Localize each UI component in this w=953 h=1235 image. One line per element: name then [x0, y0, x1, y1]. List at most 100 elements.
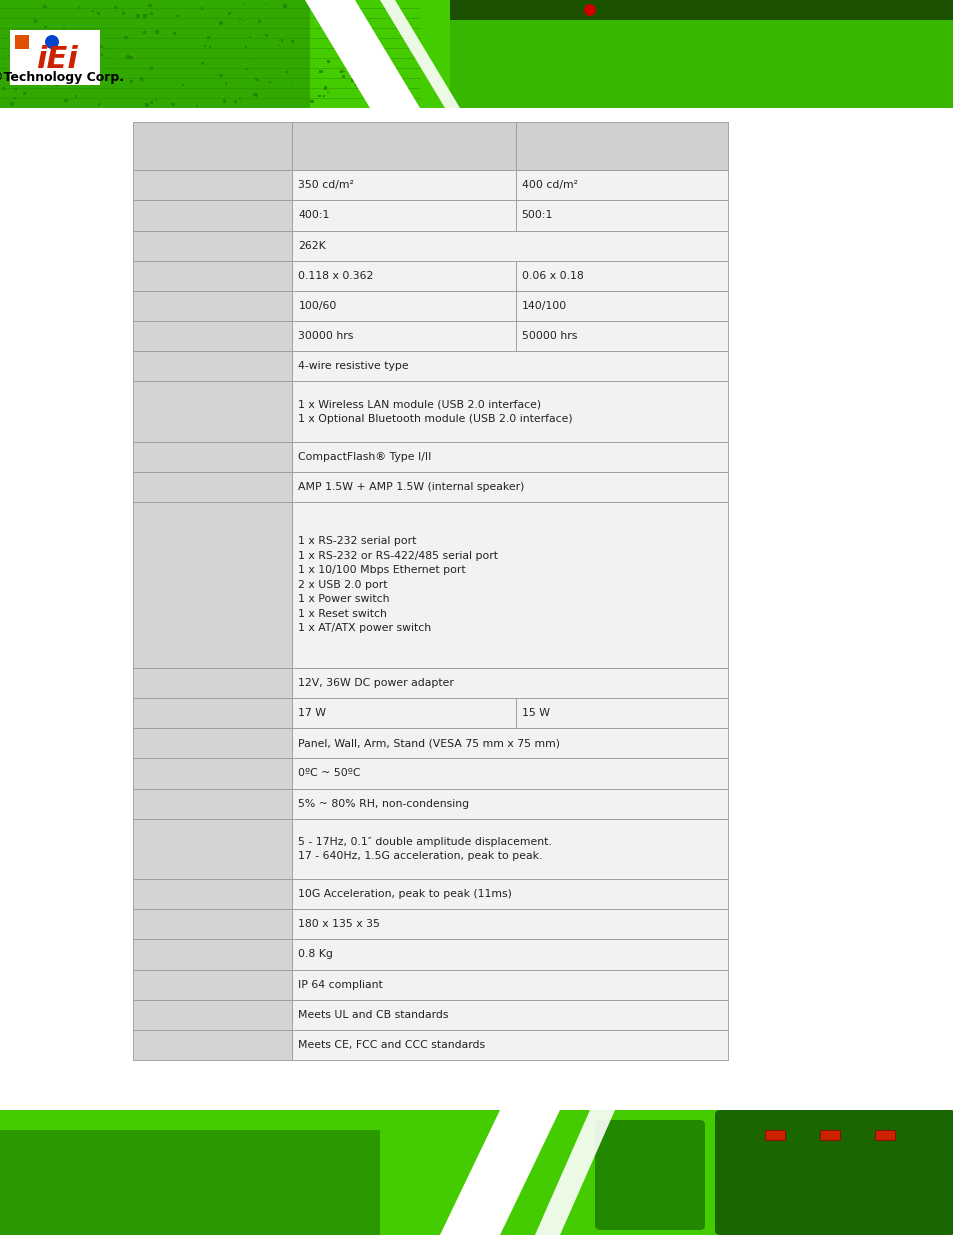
- Text: 1 x Wireless LAN module (USB 2.0 interface): 1 x Wireless LAN module (USB 2.0 interfa…: [298, 399, 541, 409]
- Bar: [278, 44, 280, 47]
- Text: AMP 1.5W + AMP 1.5W (internal speaker): AMP 1.5W + AMP 1.5W (internal speaker): [298, 482, 524, 492]
- Bar: [150, 12, 153, 15]
- Bar: [176, 15, 178, 17]
- Bar: [293, 879, 727, 909]
- Bar: [341, 32, 343, 35]
- Bar: [253, 93, 256, 96]
- Bar: [254, 78, 258, 82]
- Bar: [70, 47, 71, 49]
- Bar: [150, 67, 152, 70]
- Bar: [132, 758, 293, 789]
- Bar: [0, 1060, 953, 1235]
- Text: 400:1: 400:1: [298, 210, 330, 221]
- Bar: [132, 819, 293, 879]
- Text: 1 x RS-232 serial port: 1 x RS-232 serial port: [298, 536, 416, 546]
- Bar: [15, 88, 17, 90]
- Bar: [515, 122, 727, 170]
- Bar: [132, 1030, 293, 1060]
- Bar: [114, 63, 116, 65]
- Bar: [450, 0, 953, 20]
- Bar: [246, 68, 248, 69]
- Bar: [209, 47, 211, 48]
- Text: 1 x RS-232 or RS-422/485 serial port: 1 x RS-232 or RS-422/485 serial port: [298, 551, 497, 561]
- FancyBboxPatch shape: [714, 1110, 953, 1235]
- Text: 30000 hrs: 30000 hrs: [298, 331, 354, 341]
- Bar: [293, 668, 727, 698]
- Bar: [0, 1110, 953, 1235]
- Bar: [74, 95, 77, 98]
- Bar: [142, 80, 144, 83]
- Bar: [515, 200, 727, 231]
- Bar: [139, 78, 143, 82]
- Bar: [249, 36, 251, 38]
- Bar: [327, 59, 330, 63]
- Text: 350 cd/m²: 350 cd/m²: [298, 180, 354, 190]
- Bar: [122, 12, 125, 15]
- Bar: [293, 819, 727, 879]
- Text: Panel, Wall, Arm, Stand (VESA 75 mm x 75 mm): Panel, Wall, Arm, Stand (VESA 75 mm x 75…: [298, 739, 559, 748]
- Bar: [65, 99, 68, 103]
- Bar: [243, 20, 244, 21]
- Bar: [132, 442, 293, 472]
- Bar: [360, 68, 362, 70]
- Bar: [293, 1030, 727, 1060]
- Text: 17 - 640Hz, 1.5G acceleration, peak to peak.: 17 - 640Hz, 1.5G acceleration, peak to p…: [298, 851, 542, 861]
- Text: 1 x Reset switch: 1 x Reset switch: [298, 609, 387, 619]
- Text: 0.8 Kg: 0.8 Kg: [298, 950, 333, 960]
- Bar: [29, 69, 30, 70]
- Bar: [293, 940, 727, 969]
- Bar: [55, 32, 58, 35]
- Polygon shape: [379, 0, 459, 107]
- Bar: [150, 101, 153, 104]
- Bar: [356, 68, 360, 72]
- Bar: [132, 909, 293, 940]
- Bar: [13, 96, 16, 99]
- Bar: [327, 91, 329, 93]
- Bar: [63, 28, 66, 31]
- Bar: [242, 2, 244, 5]
- Bar: [293, 351, 727, 382]
- Bar: [132, 321, 293, 351]
- Text: 12V, 36W DC power adapter: 12V, 36W DC power adapter: [298, 678, 454, 688]
- Bar: [365, 56, 368, 58]
- Text: iEi: iEi: [36, 46, 78, 74]
- Bar: [293, 261, 515, 291]
- Text: 1 x 10/100 Mbps Ethernet port: 1 x 10/100 Mbps Ethernet port: [298, 566, 466, 576]
- Bar: [124, 36, 128, 40]
- Bar: [56, 85, 58, 88]
- Text: 0ºC ~ 50ºC: 0ºC ~ 50ºC: [298, 768, 360, 778]
- Bar: [340, 35, 342, 37]
- Bar: [351, 79, 354, 83]
- Bar: [172, 32, 175, 36]
- Text: 0.06 x 0.18: 0.06 x 0.18: [521, 270, 582, 280]
- Bar: [201, 7, 203, 10]
- Bar: [143, 14, 147, 17]
- Polygon shape: [305, 0, 419, 107]
- Bar: [258, 20, 261, 23]
- Bar: [351, 28, 354, 32]
- Bar: [97, 104, 100, 106]
- Bar: [269, 82, 271, 83]
- Bar: [254, 94, 257, 98]
- Bar: [239, 98, 240, 100]
- Text: 500:1: 500:1: [521, 210, 553, 221]
- Circle shape: [45, 35, 59, 49]
- Bar: [16, 63, 19, 67]
- Bar: [293, 442, 727, 472]
- Text: 1 x Optional Bluetooth module (USB 2.0 interface): 1 x Optional Bluetooth module (USB 2.0 i…: [298, 414, 573, 424]
- Text: 5% ~ 80% RH, non-condensing: 5% ~ 80% RH, non-condensing: [298, 799, 469, 809]
- Bar: [293, 231, 727, 261]
- Bar: [0, 0, 310, 107]
- Bar: [253, 58, 254, 59]
- Bar: [132, 261, 293, 291]
- Bar: [90, 77, 91, 78]
- Bar: [130, 56, 132, 59]
- Bar: [515, 698, 727, 729]
- Text: 180 x 135 x 35: 180 x 135 x 35: [298, 919, 380, 929]
- Bar: [10, 69, 11, 72]
- Bar: [0, 0, 953, 107]
- Text: 50000 hrs: 50000 hrs: [521, 331, 577, 341]
- Bar: [148, 4, 152, 7]
- Bar: [7, 56, 9, 57]
- Bar: [101, 53, 103, 56]
